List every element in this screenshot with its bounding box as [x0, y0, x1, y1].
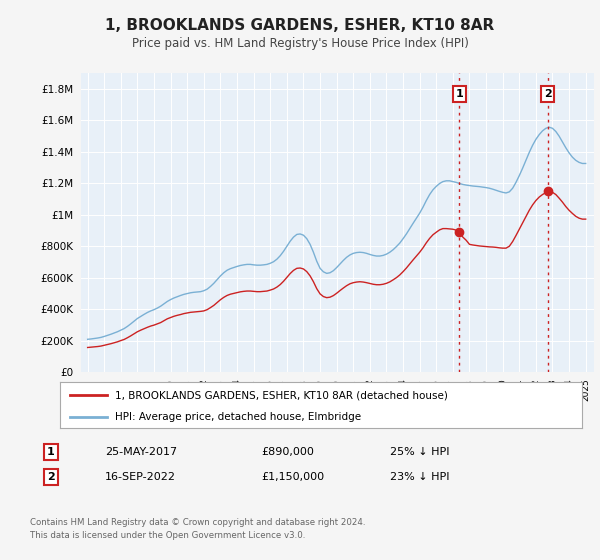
Text: 1, BROOKLANDS GARDENS, ESHER, KT10 8AR (detached house): 1, BROOKLANDS GARDENS, ESHER, KT10 8AR (… — [115, 390, 448, 400]
Text: 16-SEP-2022: 16-SEP-2022 — [105, 472, 176, 482]
Text: 2: 2 — [47, 472, 55, 482]
Text: 1, BROOKLANDS GARDENS, ESHER, KT10 8AR: 1, BROOKLANDS GARDENS, ESHER, KT10 8AR — [106, 18, 494, 32]
Text: Contains HM Land Registry data © Crown copyright and database right 2024.
This d: Contains HM Land Registry data © Crown c… — [30, 519, 365, 540]
Text: Price paid vs. HM Land Registry's House Price Index (HPI): Price paid vs. HM Land Registry's House … — [131, 37, 469, 50]
Text: 25% ↓ HPI: 25% ↓ HPI — [390, 447, 449, 457]
Text: HPI: Average price, detached house, Elmbridge: HPI: Average price, detached house, Elmb… — [115, 412, 361, 422]
Text: 2: 2 — [544, 89, 551, 99]
Text: 1: 1 — [47, 447, 55, 457]
Text: 23% ↓ HPI: 23% ↓ HPI — [390, 472, 449, 482]
Text: 25-MAY-2017: 25-MAY-2017 — [105, 447, 177, 457]
Text: 1: 1 — [455, 89, 463, 99]
Text: £890,000: £890,000 — [261, 447, 314, 457]
Text: £1,150,000: £1,150,000 — [261, 472, 324, 482]
